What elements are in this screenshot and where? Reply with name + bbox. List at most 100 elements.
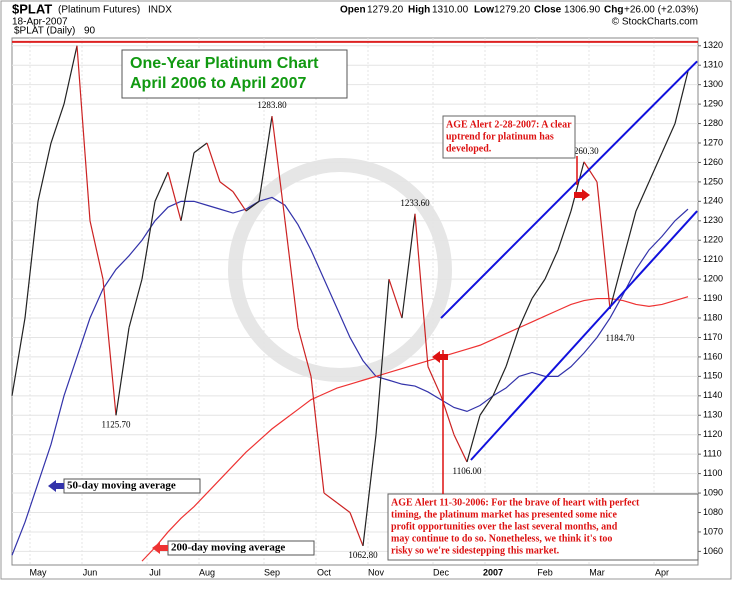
- price-segment: [401, 213, 416, 319]
- price-segment: [232, 191, 247, 212]
- price-segment: [479, 395, 494, 416]
- trendline: [440, 60, 698, 319]
- legend-label: 200-day moving average: [171, 542, 285, 554]
- price-label: 1260.30: [569, 146, 599, 156]
- y-tick-label: 1100: [703, 468, 722, 478]
- price-segment: [11, 317, 26, 396]
- price-label: 1283.80: [257, 100, 287, 110]
- price-segment: [583, 161, 598, 183]
- price-segment: [50, 103, 65, 144]
- y-tick-label: 1240: [703, 196, 723, 206]
- red-arrow: [574, 189, 590, 201]
- price-label: 1062.80: [348, 550, 378, 560]
- y-tick-label: 1280: [703, 118, 723, 128]
- price-segment: [76, 45, 91, 221]
- alert-text: timing, the platinum market has presente…: [391, 509, 617, 520]
- panel-value: 90: [84, 26, 96, 37]
- price-segment: [154, 171, 169, 202]
- price-segment: [661, 123, 676, 153]
- price-segment: [63, 45, 78, 105]
- price-segment: [336, 502, 351, 513]
- chg-label: Chg: [604, 5, 623, 16]
- price-segment: [518, 298, 533, 328]
- price-segment: [141, 201, 156, 280]
- price-segment: [128, 278, 143, 328]
- x-tick-label: Feb: [537, 567, 553, 577]
- price-label: 1184.70: [606, 333, 635, 343]
- high: 1310.00: [432, 5, 469, 16]
- price-segment: [609, 259, 624, 310]
- price-segment: [375, 279, 390, 435]
- x-tick-label: Jul: [149, 567, 161, 577]
- alert-text: developed.: [446, 143, 492, 154]
- x-tick-label: Mar: [589, 567, 605, 577]
- y-tick-label: 1110: [703, 449, 722, 459]
- title-box: [121, 49, 348, 99]
- y-tick-label: 1060: [703, 546, 723, 556]
- x-tick-label: Jun: [83, 567, 98, 577]
- price-segment: [37, 142, 52, 202]
- price-segment: [180, 152, 195, 221]
- y-tick-label: 1320: [703, 40, 723, 50]
- price-segment: [24, 201, 39, 319]
- watermark: [228, 158, 452, 382]
- x-tick-label: May: [29, 567, 47, 577]
- source: © StockCharts.com: [612, 17, 698, 28]
- price-segment: [427, 366, 442, 397]
- price-segment: [648, 152, 663, 183]
- price-segment: [466, 415, 481, 463]
- y-tick-label: 1250: [703, 176, 723, 186]
- y-tick-label: 1300: [703, 79, 723, 89]
- price-segment: [414, 213, 429, 367]
- y-tick-label: 1090: [703, 487, 723, 497]
- y-tick-label: 1200: [703, 274, 723, 284]
- price-segment: [310, 376, 325, 494]
- y-tick-label: 1190: [703, 293, 722, 303]
- close-label: Close: [534, 5, 562, 16]
- price-label: 1233.60: [400, 198, 430, 208]
- alert-text: risky so we're sidestepping this market.: [391, 545, 560, 556]
- symbol-name: (Platinum Futures): [58, 5, 140, 16]
- low: 1279.20: [494, 5, 531, 16]
- y-tick-label: 1180: [703, 312, 722, 322]
- alert-text: profit opportunities over the last sever…: [391, 521, 618, 532]
- price-segment: [167, 172, 182, 221]
- low-label: Low: [474, 5, 494, 16]
- price-label: 1125.70: [102, 419, 131, 429]
- price-segment: [297, 327, 312, 377]
- price-segment: [388, 278, 403, 319]
- price-segment: [492, 366, 507, 397]
- date: 18-Apr-2007: [12, 17, 68, 28]
- price-segment: [349, 512, 364, 547]
- moving-average-line: [141, 296, 689, 562]
- price-segment: [544, 249, 559, 280]
- alert-box: [442, 115, 576, 159]
- alert-text: AGE Alert 11-30-2006: For the brave of h…: [391, 497, 640, 508]
- price-segment: [531, 278, 546, 299]
- price-segment: [570, 161, 585, 212]
- price-segment: [505, 327, 520, 367]
- x-tick-label: Nov: [368, 567, 385, 577]
- alert-text: AGE Alert 2-28-2007: A clear: [446, 119, 572, 130]
- y-tick-label: 1080: [703, 507, 723, 517]
- price-segment: [635, 181, 650, 212]
- price-segment: [557, 210, 572, 251]
- high-label: High: [408, 5, 430, 16]
- y-tick-label: 1070: [703, 526, 723, 536]
- price-segment: [193, 142, 208, 154]
- symbol: $PLAT: [12, 1, 52, 16]
- chg: +26.00 (+2.03%): [624, 5, 699, 16]
- price-segment: [284, 220, 299, 328]
- price-segment: [102, 279, 117, 416]
- open: 1279.20: [367, 5, 404, 16]
- y-tick-label: 1130: [703, 410, 722, 420]
- y-tick-label: 1170: [703, 332, 722, 342]
- y-tick-label: 1220: [703, 235, 723, 245]
- x-tick-label: 2007: [483, 567, 503, 577]
- price-segment: [362, 434, 377, 547]
- y-tick-label: 1230: [703, 215, 723, 225]
- price-segment: [258, 116, 273, 202]
- moving-average-line: [11, 196, 689, 556]
- red-arrow: [432, 351, 448, 363]
